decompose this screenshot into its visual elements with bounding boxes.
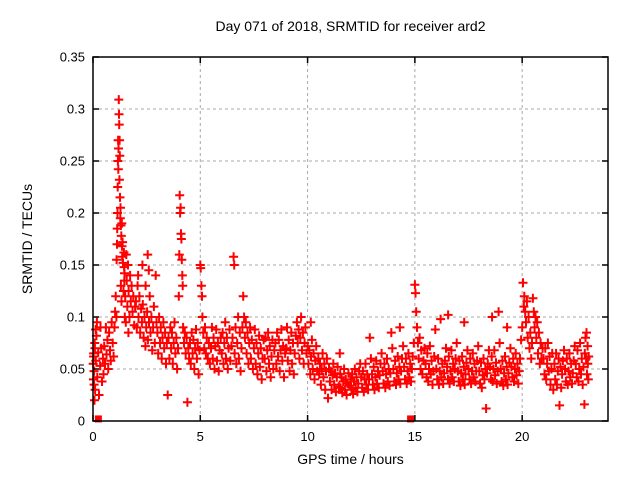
axis-gap-marker [407,415,415,423]
y-tick-label: 0.1 [67,310,85,325]
y-tick-label: 0.3 [67,102,85,117]
y-tick-label: 0.15 [60,258,85,273]
x-axis-title: GPS time / hours [297,451,404,467]
y-tick-label: 0.25 [60,154,85,169]
y-tick-labels: 0 0.05 0.1 0.15 0.2 0.25 0.3 0.35 [60,50,85,429]
x-tick-label: 0 [89,429,96,444]
y-tick-label: 0.2 [67,206,85,221]
tick-marks [92,56,608,422]
x-tick-label: 20 [515,429,529,444]
x-tick-label: 15 [408,429,422,444]
x-tick-label: 10 [300,429,314,444]
data-points [88,95,594,413]
chart-title: Day 071 of 2018, SRMTID for receiver ard… [215,18,486,34]
y-tick-label: 0.05 [60,362,85,377]
axis-gap-marker [94,415,102,423]
y-tick-label: 0.35 [60,50,85,65]
x-tick-labels: 0 5 10 15 20 [89,429,529,444]
x-tick-label: 5 [197,429,204,444]
grid-lines [93,57,608,421]
y-tick-label: 0 [78,414,85,429]
plot-frame [92,56,609,422]
